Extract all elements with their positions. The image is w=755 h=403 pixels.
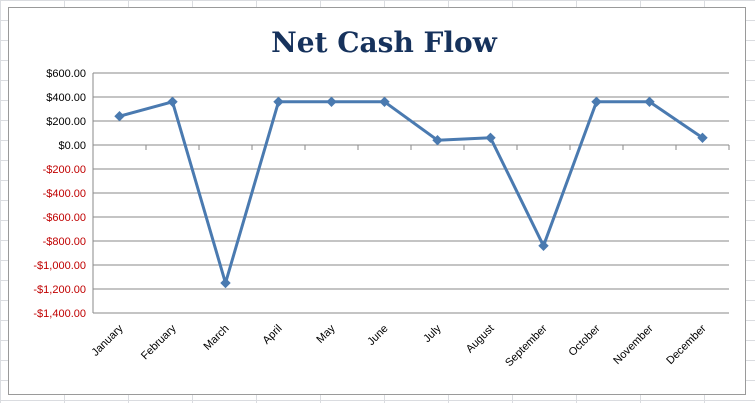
series — [114, 96, 708, 289]
y-axis-tick-labels: $600.00 $400.00 $200.00 $0.00 -$200.00 -$400.… — [33, 68, 86, 320]
data-point-marker — [538, 240, 549, 252]
data-point-marker — [326, 96, 337, 108]
data-point-marker — [379, 96, 390, 108]
x-tick-label: July — [421, 322, 444, 345]
data-point-marker — [644, 96, 655, 108]
x-tick-label: June — [365, 323, 390, 348]
y-tick-label: -$600.00 — [43, 212, 86, 224]
data-point-marker — [432, 134, 443, 146]
y-tick-label: -$800.00 — [43, 236, 86, 248]
x-tick-label: March — [202, 323, 232, 353]
y-tick-label: -$1,200.00 — [33, 284, 86, 296]
chart-title: Net Cash Flow — [271, 26, 498, 59]
x-tick-label: October — [566, 322, 602, 358]
y-tick-label: $200.00 — [46, 116, 86, 128]
x-axis — [92, 73, 730, 313]
x-tick-label: November — [611, 322, 656, 367]
x-tick-label: December — [664, 322, 709, 367]
x-tick-label: April — [261, 323, 285, 347]
y-tick-label: $0.00 — [58, 140, 86, 152]
series-line — [119, 100, 704, 285]
y-tick-label: $600.00 — [46, 68, 86, 80]
y-tick-label: -$1,400.00 — [33, 308, 86, 320]
x-tick-label: August — [464, 323, 497, 356]
x-tick-label: May — [314, 322, 338, 346]
data-point-marker — [114, 110, 125, 122]
y-tick-label: -$1,000.00 — [33, 260, 86, 272]
data-point-marker — [167, 96, 178, 108]
x-tick-label: January — [89, 322, 126, 359]
data-point-marker — [697, 132, 708, 144]
x-tick-label: February — [139, 322, 179, 362]
y-tick-label: $400.00 — [46, 92, 86, 104]
x-axis-tick-labels: January February March April May June July Augu… — [89, 322, 708, 369]
data-point-marker — [485, 132, 496, 144]
chart-frame[interactable]: Net Cash Flow $600.00 $400.00 $200.00 $0.00… — [8, 7, 746, 395]
data-point-marker — [591, 96, 602, 108]
y-tick-label: -$200.00 — [43, 164, 86, 176]
data-point-marker — [273, 96, 284, 108]
x-tick-label: September — [503, 322, 550, 369]
net-cash-flow-chart: Net Cash Flow $600.00 $400.00 $200.00 $0.00… — [33, 26, 730, 369]
y-tick-label: -$400.00 — [43, 188, 86, 200]
data-point-marker — [220, 277, 231, 289]
gridlines — [93, 72, 729, 314]
